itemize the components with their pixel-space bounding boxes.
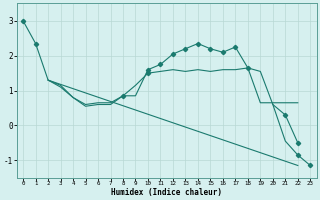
X-axis label: Humidex (Indice chaleur): Humidex (Indice chaleur)	[111, 188, 222, 197]
